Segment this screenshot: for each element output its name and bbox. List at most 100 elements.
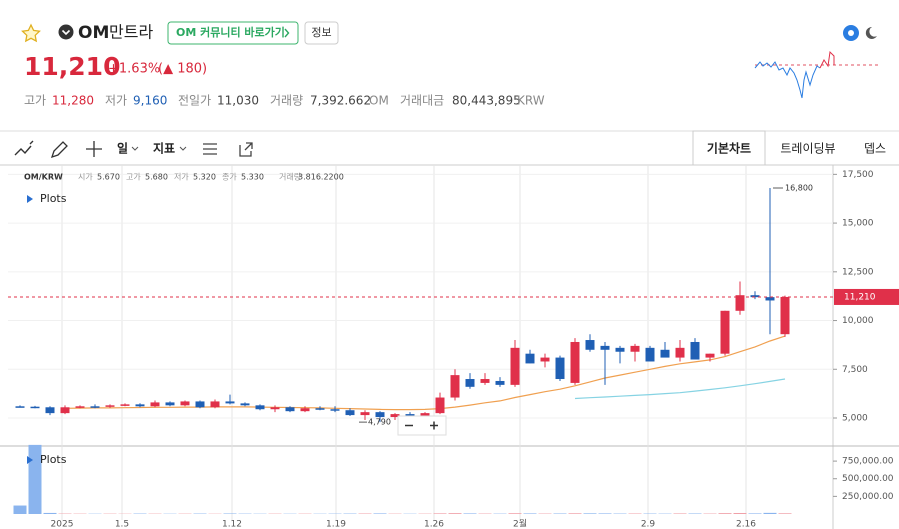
change-rate: +1.63% xyxy=(108,62,160,77)
symbol: OM xyxy=(78,23,109,43)
stat-value: 7,392.662 xyxy=(310,94,371,108)
zoom-in[interactable] xyxy=(430,421,438,430)
volume-bar xyxy=(673,513,687,514)
volume-bar xyxy=(748,513,762,514)
y-tick-label: 17,500 xyxy=(842,170,874,180)
candle-body xyxy=(540,357,550,362)
candle-body xyxy=(45,407,55,414)
stat-value: 9,160 xyxy=(133,94,167,108)
legend-value: 5.670 xyxy=(97,173,120,182)
indicators-menu[interactable]: 지표 xyxy=(153,141,175,156)
candle-body xyxy=(525,353,535,364)
dark-mode-toggle[interactable] xyxy=(865,26,877,39)
chevron xyxy=(284,28,290,38)
volume-bar xyxy=(28,444,42,514)
candle-body xyxy=(780,296,790,335)
legend-value: 5.320 xyxy=(193,173,216,182)
candle-body xyxy=(465,379,475,387)
plots-toggle[interactable] xyxy=(27,195,33,203)
y-tick-label: 5,000 xyxy=(842,414,868,424)
price: 11,210 xyxy=(24,52,120,81)
y-tick-label: 15,000 xyxy=(842,219,874,229)
coin-icon-mark xyxy=(61,29,71,36)
volume-bar xyxy=(43,512,57,514)
favorite-star[interactable] xyxy=(21,23,41,43)
candle-body xyxy=(15,406,25,408)
stat-label: 고가 xyxy=(24,94,46,108)
y-tick-label: 7,500 xyxy=(842,365,868,375)
chevron xyxy=(179,146,187,151)
stat-label: 거래대금 xyxy=(400,94,444,108)
sparkline-up xyxy=(819,50,835,69)
legend-label: 시가 xyxy=(78,173,93,182)
candle-body xyxy=(180,401,190,406)
candle-body xyxy=(405,414,415,417)
candle-body xyxy=(195,401,205,408)
legend-value: 3.816.2200 xyxy=(298,173,344,182)
chevron xyxy=(131,146,139,151)
candle-body xyxy=(225,401,235,404)
zoom-control xyxy=(397,415,447,436)
x-tick-label: 1.26 xyxy=(424,520,444,529)
candle-body xyxy=(570,341,580,383)
volume-bar xyxy=(448,513,462,514)
candle-body xyxy=(300,408,310,412)
candle-body xyxy=(600,345,610,350)
candle-body xyxy=(435,397,445,414)
legend-label: 종가 xyxy=(222,173,237,182)
candle-body xyxy=(75,406,85,408)
stat-unit: OM xyxy=(369,94,389,108)
indicator-tool[interactable] xyxy=(14,140,34,156)
volume-bar xyxy=(598,513,612,514)
high-annotation: 16,800 xyxy=(785,184,813,193)
community-button-label: OM 커뮤니티 바로가기 xyxy=(176,25,285,39)
plots-label: Plots xyxy=(40,192,67,205)
crosshair-tool[interactable] xyxy=(86,141,102,157)
stat-value: 11,280 xyxy=(52,94,94,108)
change-amount: (▲ 180) xyxy=(158,62,207,77)
candle-body xyxy=(315,408,325,410)
plots-label: Plots xyxy=(40,453,67,466)
y-tick-label: 12,500 xyxy=(842,267,874,277)
candle-body xyxy=(555,357,565,380)
volume-bar xyxy=(778,513,792,514)
candle-body xyxy=(345,410,355,416)
interval-selector[interactable]: 일 xyxy=(117,142,128,156)
candle-body xyxy=(150,402,160,407)
sun-icon xyxy=(848,30,854,36)
settings-tool[interactable] xyxy=(203,143,217,155)
candle-body xyxy=(450,375,460,398)
volume-bar xyxy=(433,513,447,514)
candle-body xyxy=(270,407,280,410)
tab-label[interactable]: 뎁스 xyxy=(864,142,886,156)
volume-bar xyxy=(568,513,582,514)
candle-body xyxy=(675,347,685,358)
candle-body xyxy=(255,405,265,410)
volume-bar xyxy=(763,512,777,514)
low-annotation: 4,790 xyxy=(368,418,391,427)
candle-body xyxy=(660,349,670,358)
legend-value: 5.680 xyxy=(145,173,168,182)
moving-average xyxy=(574,378,786,400)
candle-body xyxy=(375,412,385,418)
volume-bar xyxy=(718,513,732,514)
draw-tool[interactable] xyxy=(50,141,68,159)
community-button[interactable] xyxy=(167,21,299,45)
legend-label: 고가 xyxy=(126,173,141,182)
candle-body xyxy=(330,409,340,411)
tab-label[interactable]: 트레이딩뷰 xyxy=(780,142,835,156)
x-tick-label: 2월 xyxy=(513,518,527,529)
candle-body xyxy=(135,404,145,407)
legend-label: 거래량 xyxy=(279,172,302,182)
info-button[interactable] xyxy=(304,21,339,45)
popout-tool[interactable] xyxy=(239,142,253,157)
plots-toggle[interactable] xyxy=(27,456,33,464)
tab-label: 기본차트 xyxy=(707,141,751,156)
candle-body xyxy=(165,402,175,406)
candle-body xyxy=(705,353,715,358)
tab-active[interactable] xyxy=(692,130,766,166)
candle-body xyxy=(90,406,100,408)
candle-body xyxy=(630,345,640,352)
volume-bar xyxy=(463,513,477,514)
